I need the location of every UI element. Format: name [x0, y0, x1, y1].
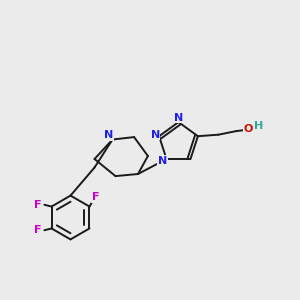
Text: F: F — [34, 225, 41, 235]
Text: N: N — [174, 113, 183, 123]
Text: F: F — [34, 200, 41, 210]
Text: H: H — [254, 121, 263, 131]
Text: N: N — [104, 130, 113, 140]
Text: F: F — [92, 192, 99, 202]
Text: N: N — [151, 130, 160, 140]
Text: N: N — [158, 155, 167, 166]
Text: O: O — [244, 124, 253, 134]
